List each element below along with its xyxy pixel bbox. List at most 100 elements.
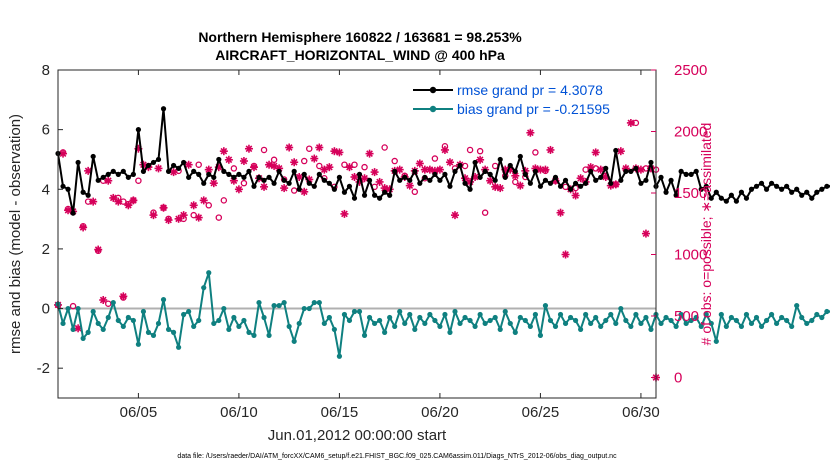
bias-point bbox=[296, 320, 302, 327]
y-axis-right-label: # of obs: o=possible; ∗=assimilated bbox=[698, 123, 714, 346]
rmse-point bbox=[552, 174, 559, 180]
rmse-point bbox=[603, 165, 609, 171]
bias-point bbox=[537, 332, 544, 338]
bias-point bbox=[437, 323, 443, 330]
bias-point bbox=[467, 317, 473, 324]
obs-possible-point bbox=[411, 188, 419, 196]
rmse-point bbox=[492, 177, 498, 183]
rmse-point bbox=[477, 174, 483, 180]
bias-point bbox=[417, 314, 423, 321]
obs-assimilated-point bbox=[511, 171, 520, 180]
rmse-point bbox=[321, 177, 327, 183]
rmse-point bbox=[618, 177, 624, 183]
obs-assimilated-point bbox=[249, 163, 258, 172]
bias-point bbox=[110, 299, 116, 306]
obs-assimilated-point bbox=[149, 211, 158, 220]
obs-possible-point bbox=[532, 149, 539, 156]
y-right-tick-label: 500 bbox=[674, 308, 699, 325]
bias-point bbox=[799, 314, 805, 321]
bias-point bbox=[512, 329, 518, 335]
legend-marker-rmse bbox=[429, 86, 437, 94]
rmse-point bbox=[512, 168, 518, 174]
bias-point bbox=[527, 323, 533, 330]
rmse-point bbox=[316, 171, 322, 177]
rmse-point bbox=[145, 162, 152, 169]
obs-assimilated-point bbox=[370, 168, 379, 177]
bias-point bbox=[65, 305, 71, 312]
obs-assimilated-point bbox=[124, 201, 133, 210]
bias-point bbox=[85, 329, 91, 335]
plot-frame bbox=[57, 69, 657, 399]
obs-assimilated-point bbox=[571, 191, 580, 200]
bias-point bbox=[718, 311, 724, 318]
rmse-point bbox=[542, 177, 549, 183]
rmse-point bbox=[336, 174, 343, 180]
bias-point bbox=[623, 317, 629, 324]
obs-assimilated-point bbox=[345, 163, 354, 172]
bias-point bbox=[241, 317, 247, 324]
rmse-point bbox=[291, 168, 297, 174]
rmse-point bbox=[85, 192, 91, 198]
bias-point bbox=[658, 320, 664, 327]
rmse-point bbox=[211, 174, 217, 180]
bias-point bbox=[608, 311, 614, 318]
obs-assimilated-point bbox=[164, 216, 173, 225]
obs-assimilated-point bbox=[486, 176, 495, 185]
bias-point bbox=[768, 311, 775, 318]
obs-assimilated-point bbox=[450, 211, 459, 220]
bias-point bbox=[542, 302, 549, 309]
chart-title-line2: AIRCRAFT_HORIZONTAL_WIND @ 400 hPa bbox=[215, 47, 505, 63]
y-tick-label: 2 bbox=[42, 241, 50, 258]
bias-point bbox=[261, 314, 267, 321]
obs-possible-point bbox=[476, 147, 484, 155]
rmse-point bbox=[256, 174, 262, 180]
rmse-point bbox=[447, 183, 453, 189]
bias-point bbox=[457, 320, 463, 327]
bias-point bbox=[286, 323, 292, 330]
y-tick-label: 4 bbox=[42, 181, 50, 198]
rmse-point bbox=[60, 183, 66, 189]
bias-point bbox=[306, 305, 312, 312]
bias-point bbox=[387, 314, 393, 321]
rmse-point bbox=[346, 183, 353, 189]
bias-point bbox=[432, 317, 438, 324]
bias-point bbox=[181, 311, 187, 318]
rmse-point bbox=[507, 162, 513, 169]
obs-assimilated-point bbox=[300, 187, 309, 196]
chart-title-line1: Northern Hemisphere 160822 / 163681 = 98… bbox=[198, 29, 522, 45]
obs-assimilated-point bbox=[435, 165, 444, 174]
rmse-point bbox=[427, 177, 433, 183]
bias-point bbox=[598, 323, 604, 330]
bias-point bbox=[703, 311, 709, 318]
obs-assimilated-point bbox=[561, 250, 570, 259]
bias-point bbox=[618, 305, 624, 312]
x-axis-label: Jun.01,2012 00:00:00 start bbox=[268, 427, 447, 444]
bias-point bbox=[779, 314, 785, 321]
obs-assimilated-point bbox=[194, 213, 203, 222]
bias-point bbox=[804, 320, 810, 327]
rmse-point bbox=[814, 189, 820, 195]
rmse-point bbox=[246, 168, 252, 174]
x-tick-label: 06/05 bbox=[120, 404, 158, 421]
bias-point bbox=[532, 311, 538, 318]
obs-assimilated-point bbox=[199, 196, 208, 205]
bias-point bbox=[236, 323, 242, 330]
rmse-point bbox=[331, 186, 337, 192]
bias-point bbox=[201, 285, 207, 291]
rmse-point bbox=[748, 186, 755, 192]
bias-point bbox=[572, 317, 579, 324]
rmse-point bbox=[407, 177, 413, 183]
rmse-point bbox=[527, 180, 533, 186]
obs-assimilated-point bbox=[440, 145, 449, 154]
bias-point bbox=[643, 314, 649, 321]
legend-marker-bias bbox=[429, 105, 437, 113]
rmse-point bbox=[658, 174, 664, 180]
rmse-point bbox=[356, 171, 363, 177]
rmse-point bbox=[442, 171, 448, 177]
y-tick-label: 0 bbox=[42, 301, 50, 318]
rmse-point bbox=[100, 174, 106, 180]
bias-point bbox=[160, 297, 167, 303]
rmse-point bbox=[206, 171, 212, 177]
bias-point bbox=[763, 317, 770, 324]
rmse-point bbox=[226, 171, 232, 177]
